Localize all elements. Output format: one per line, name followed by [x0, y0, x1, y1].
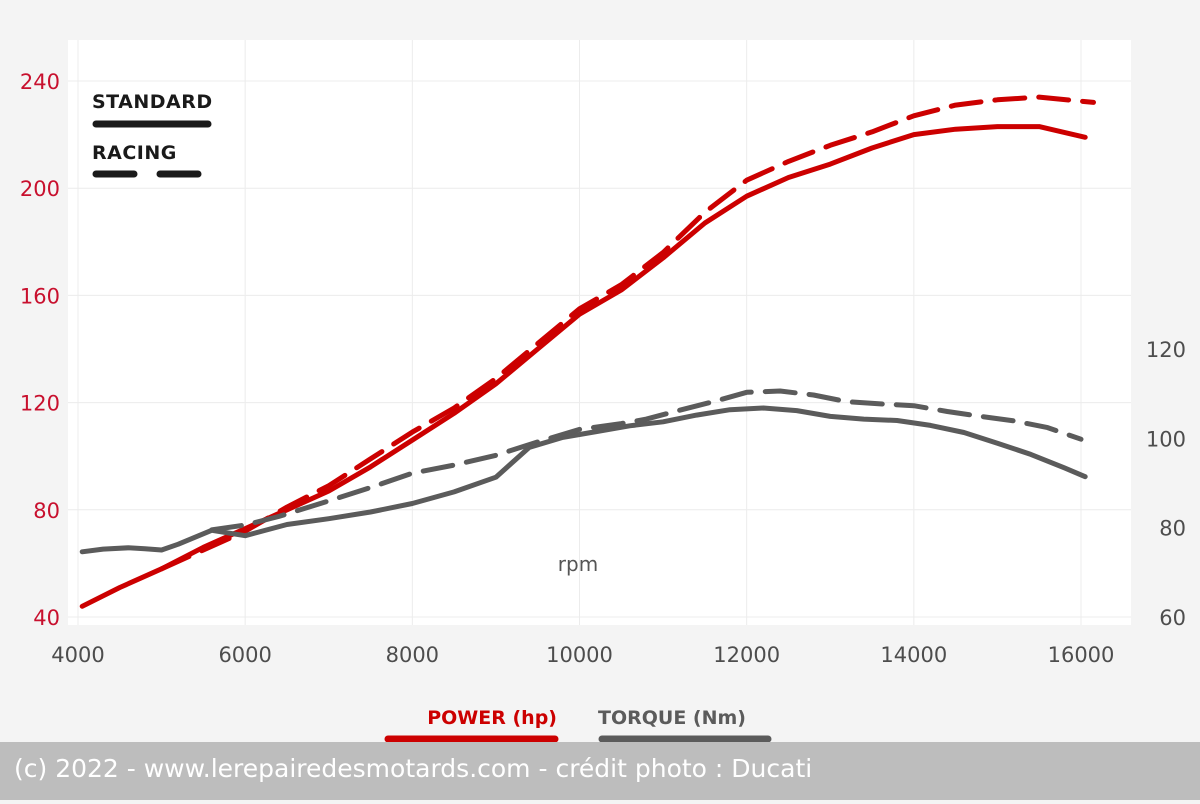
y-left-tick-label: 160	[20, 284, 60, 308]
torque-standard-line	[79, 405, 1088, 555]
series-legend: POWER (hp) TORQUE (Nm)	[384, 707, 772, 743]
y-right-axis: 60 80 100 120	[1146, 338, 1186, 630]
x-axis-label: rpm	[558, 552, 598, 576]
x-tick-label: 16000	[1048, 643, 1115, 667]
legend-power-label: POWER (hp)	[427, 707, 557, 729]
x-tick-label: 14000	[880, 643, 947, 667]
y-left-tick-label: 240	[20, 70, 60, 94]
legend-racing-label: RACING	[92, 142, 177, 164]
x-axis: 4000 6000 8000 10000 12000 14000 16000	[51, 643, 1114, 667]
torque-racing-line	[209, 388, 1084, 533]
x-tick-label: 4000	[51, 643, 104, 667]
y-right-tick-label: 120	[1146, 338, 1186, 362]
y-right-tick-label: 80	[1159, 517, 1186, 541]
x-tick-label: 10000	[546, 643, 613, 667]
power-racing-line	[159, 94, 1096, 572]
series-layer	[79, 94, 1096, 609]
y-left-tick-label: 120	[20, 392, 60, 416]
x-tick-label: 6000	[218, 643, 271, 667]
y-left-tick-label: 40	[33, 606, 60, 630]
y-left-tick-label: 200	[20, 177, 60, 201]
credit-text: (c) 2022 - www.lerepairedesmotards.com -…	[14, 754, 813, 783]
x-tick-label: 12000	[713, 643, 780, 667]
legend-standard-label: STANDARD	[92, 91, 213, 113]
y-left-axis: 40 80 120 160 200 240	[20, 70, 60, 630]
y-right-tick-label: 100	[1146, 427, 1186, 451]
grid-lines	[68, 40, 1131, 625]
y-left-tick-label: 80	[33, 499, 60, 523]
credit-bar: (c) 2022 - www.lerepairedesmotards.com -…	[0, 742, 1200, 800]
x-tick-label: 8000	[386, 643, 439, 667]
line-style-legend: STANDARD RACING	[92, 91, 213, 178]
legend-torque-label: TORQUE (Nm)	[598, 707, 746, 729]
y-right-tick-label: 60	[1159, 606, 1186, 630]
